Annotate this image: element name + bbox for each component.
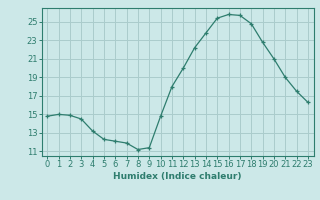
X-axis label: Humidex (Indice chaleur): Humidex (Indice chaleur) <box>113 172 242 181</box>
